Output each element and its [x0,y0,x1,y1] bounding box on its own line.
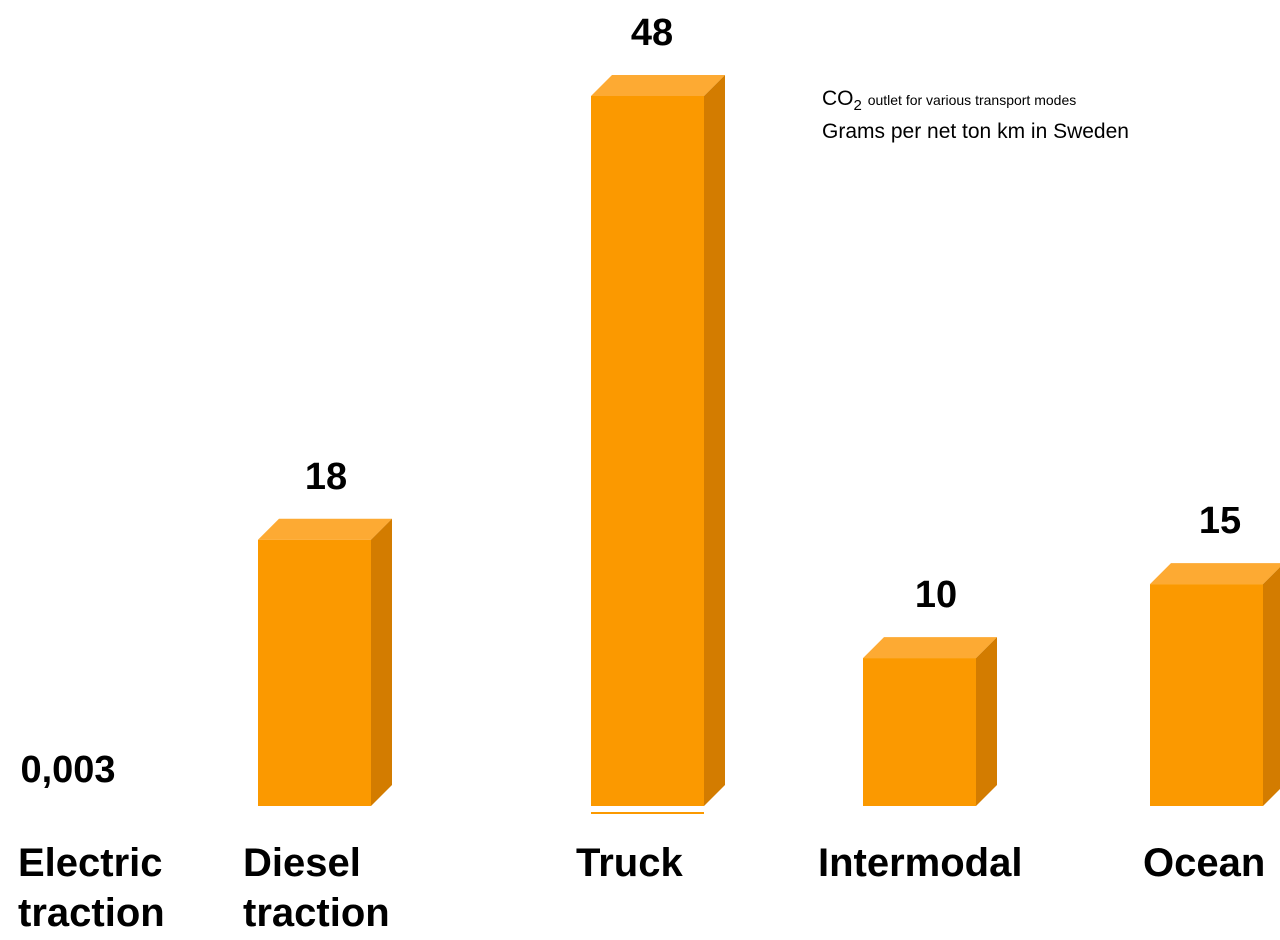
category-label-0-0: Electric [18,841,163,885]
category-label-0-1: traction [18,891,165,935]
category-label-2-0: Truck [576,841,683,885]
bar-top-1 [258,518,392,540]
co2-subscript: 2 [853,97,862,115]
bar-side-1 [371,518,392,806]
value-label-0: 0,003 [20,749,115,791]
category-label-4-0: Ocean [1143,841,1265,885]
category-label-1-1: traction [243,891,390,935]
value-label-1: 18 [305,456,347,498]
co2-label: CO [822,87,854,110]
bar-side-4 [1263,567,1280,806]
bar-3 [863,658,976,806]
bar-side-2 [704,75,725,806]
bar-top-3 [863,637,997,659]
bar-side-3 [976,637,997,806]
bar-1 [258,539,371,806]
chart-caption: CO2 outlet for various transport modes G… [822,86,1129,145]
chart-title-rest: outlet for various transport modes [867,92,1077,108]
value-label-4: 15 [1199,500,1241,542]
bar-4 [1150,584,1263,806]
category-label-1-0: Diesel [243,841,361,885]
value-label-3: 10 [915,574,957,616]
chart-subtitle: Grams per net ton km in Sweden [822,120,1129,144]
bar-top-2 [591,75,725,96]
bar-top-4 [1150,563,1280,585]
bar-2 [591,96,704,806]
value-label-2: 48 [631,12,673,54]
chart-title-line-1: CO2 outlet for various transport modes [822,86,1129,119]
category-label-3-0: Intermodal [818,841,1022,885]
